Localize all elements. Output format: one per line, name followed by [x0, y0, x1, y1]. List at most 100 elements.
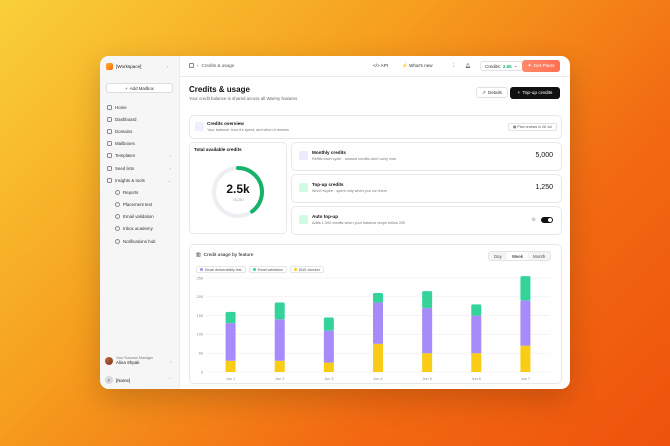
bar-segment-1-4[interactable] [373, 343, 383, 372]
bar-segment-1-6[interactable] [471, 353, 482, 372]
get-plans-label: Get Plans [533, 63, 555, 69]
sidebar-nav: Home Dashboard Domains Mailboxes Templat… [107, 101, 173, 247]
period-tabs: Day Week Month [488, 251, 552, 261]
bar-segment-3-7[interactable] [520, 276, 531, 301]
credits-value: 2.5k [502, 63, 512, 69]
auto-refresh-icon [299, 215, 308, 224]
api-label: API [380, 63, 389, 68]
csm-name: Alina Shpak [116, 360, 140, 365]
tab-month[interactable]: Month [532, 253, 546, 259]
topup-credits-title: Top-up credits [312, 182, 344, 187]
sidebar-item-label: Dashboard [115, 116, 137, 122]
bar-segment-1-2[interactable] [274, 360, 285, 372]
more-vertical-icon[interactable]: ⋮ [451, 63, 456, 68]
bar-segment-2-7[interactable] [520, 300, 531, 346]
usage-bar-chart: 0 50 100 150 200 250 Jun 1 Jun 2 Jun 3 Jun 4 Jun 5… [197, 276, 550, 381]
renew-label: Plan renews in 26 Jul [517, 125, 552, 129]
tab-day[interactable]: Day [494, 253, 502, 259]
chart-title: ▥ Credit usage by feature [196, 253, 253, 258]
x-tick-label: Jun 2 [275, 377, 284, 381]
success-manager[interactable]: Your Success Manager Alina Shpak [105, 356, 153, 365]
bar-segment-1-5[interactable] [422, 353, 433, 372]
home-icon[interactable] [189, 63, 194, 68]
bar-segment-3-3[interactable] [323, 317, 334, 331]
bell-icon[interactable]: 🔔︎ [465, 63, 471, 68]
workspace-switcher[interactable]: [Workspace] [106, 63, 141, 70]
y-tick-label: 50 [199, 352, 203, 356]
topup-credits-button[interactable]: + Top-up credits [510, 87, 560, 99]
auto-topup-subtitle: Adds 1,000 credits when your balance dro… [312, 221, 406, 225]
reports-icon [115, 189, 120, 195]
total-credits-value: 2.5k [226, 182, 250, 196]
sidebar-subitem-inbox-academy[interactable]: Inbox academy [107, 223, 173, 235]
sidebar-item-mailboxes[interactable]: Mailboxes [107, 138, 173, 150]
breadcrumb-separator: › [197, 63, 199, 68]
api-link[interactable]: </> API [373, 63, 388, 68]
breadcrumb: › Credits & usage [189, 63, 234, 68]
template-icon [107, 153, 112, 159]
bar-segment-3-6[interactable] [471, 304, 482, 316]
chevron-left-icon[interactable]: ‹ [167, 64, 169, 69]
gear-icon[interactable]: ⚙ [531, 217, 536, 223]
tab-week[interactable]: Week [506, 252, 528, 260]
topbar: › Credits & usage </> API ⚡ What's new ⋮… [180, 56, 570, 77]
breadcrumb-current: Credits & usage [201, 63, 235, 68]
x-tick-label: Jun 5 [422, 377, 431, 381]
sparkle-icon: ⚡ [402, 63, 409, 68]
app-window: [Workspace] ‹ + Add Mailbox Home Dashboa… [100, 56, 570, 389]
insights-icon [107, 177, 112, 183]
bar-segment-1-7[interactable] [520, 345, 531, 372]
plus-icon: + [517, 90, 521, 96]
details-button[interactable]: ↗ Details [476, 87, 508, 98]
total-credits-card: Total available credits 2.5k / 6,250 [189, 142, 287, 234]
bar-segment-3-5[interactable] [422, 291, 433, 309]
chevron-right-icon: › [170, 359, 172, 364]
chevron-right-icon: › [169, 165, 171, 171]
sidebar-item-dashboard[interactable]: Dashboard [107, 113, 173, 125]
legend-item-validation[interactable]: Email validation [248, 266, 287, 273]
calendar-icon [299, 151, 308, 160]
bell-icon [115, 238, 120, 244]
bar-segment-2-3[interactable] [323, 330, 334, 363]
validation-icon [115, 214, 120, 220]
sidebar-subitem-placement-test[interactable]: Placement test [107, 199, 173, 211]
sidebar-subitem-reports[interactable]: Reports [107, 186, 173, 198]
bar-segment-2-2[interactable] [274, 319, 285, 361]
sidebar-subitem-notifications-hub[interactable]: Notifications hub [107, 235, 173, 247]
legend-item-dns[interactable]: DNS checker [289, 266, 324, 273]
legend-label: DNS checker [298, 267, 320, 272]
bar-segment-2-6[interactable] [471, 315, 482, 354]
bar-segment-3-2[interactable] [274, 302, 285, 320]
more-icon[interactable]: ⋯ [168, 376, 173, 382]
sidebar-item-seed-lists[interactable]: Seed lists › [107, 162, 173, 174]
sidebar-item-templates[interactable]: Templates › [107, 150, 173, 162]
sidebar-item-label: Email validation [123, 214, 154, 220]
get-plans-button[interactable]: ✦ Get Plans [522, 60, 560, 72]
bar-segment-2-1[interactable] [225, 323, 236, 361]
bar-segment-1-3[interactable] [323, 362, 334, 372]
bar-segment-1-1[interactable] [225, 360, 236, 372]
sidebar-subitem-email-validation[interactable]: Email validation [107, 211, 173, 223]
user-profile[interactable]: F [Name] [105, 376, 130, 384]
sidebar-item-domains[interactable]: Domains [107, 125, 173, 137]
plus-icon: + [125, 85, 128, 91]
sidebar-item-insights-tools[interactable]: Insights & tools ⌄ [107, 174, 173, 186]
credits-pill[interactable]: Credits: 2.5k ⌄ [480, 61, 523, 71]
monthly-credits-row: Monthly credits Refills each cycle · unu… [291, 142, 562, 171]
bar-segment-2-5[interactable] [422, 308, 433, 354]
sidebar-item-label: Inbox academy [123, 226, 153, 232]
bar-segment-3-1[interactable] [225, 311, 236, 324]
avatar [105, 356, 113, 365]
bar-segment-2-4[interactable] [373, 302, 383, 344]
add-mailbox-button[interactable]: + Add Mailbox [106, 83, 173, 93]
auto-topup-toggle[interactable] [541, 217, 553, 223]
y-tick-label: 0 [201, 370, 203, 374]
legend-item-deliverability[interactable]: Email deliverability test [196, 266, 246, 273]
x-tick-label: Jun 6 [472, 377, 481, 381]
whats-new-link[interactable]: ⚡ What's new [402, 63, 433, 69]
sidebar-item-home[interactable]: Home [107, 101, 173, 113]
whats-new-label: What's new [409, 63, 433, 68]
bar-segment-3-4[interactable] [373, 293, 383, 303]
chevron-down-icon: ⌄ [513, 63, 518, 68]
credits-label: Credits: [485, 63, 501, 69]
